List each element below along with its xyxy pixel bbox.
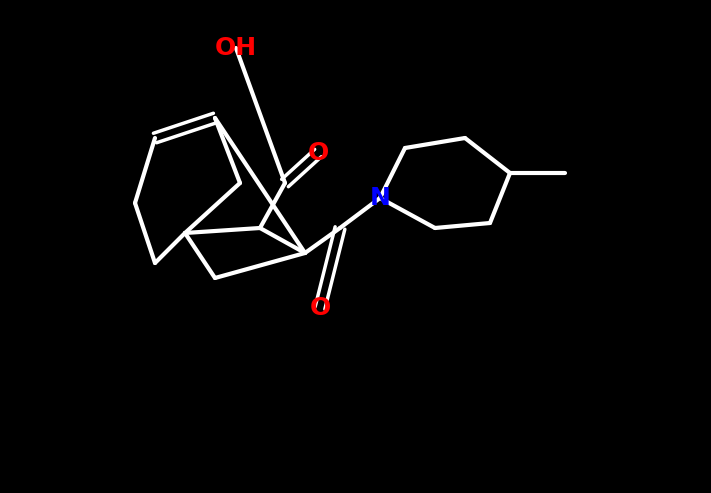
Text: OH: OH [215, 36, 257, 60]
Text: O: O [309, 296, 331, 320]
Text: N: N [370, 186, 390, 210]
Text: O: O [307, 141, 328, 165]
